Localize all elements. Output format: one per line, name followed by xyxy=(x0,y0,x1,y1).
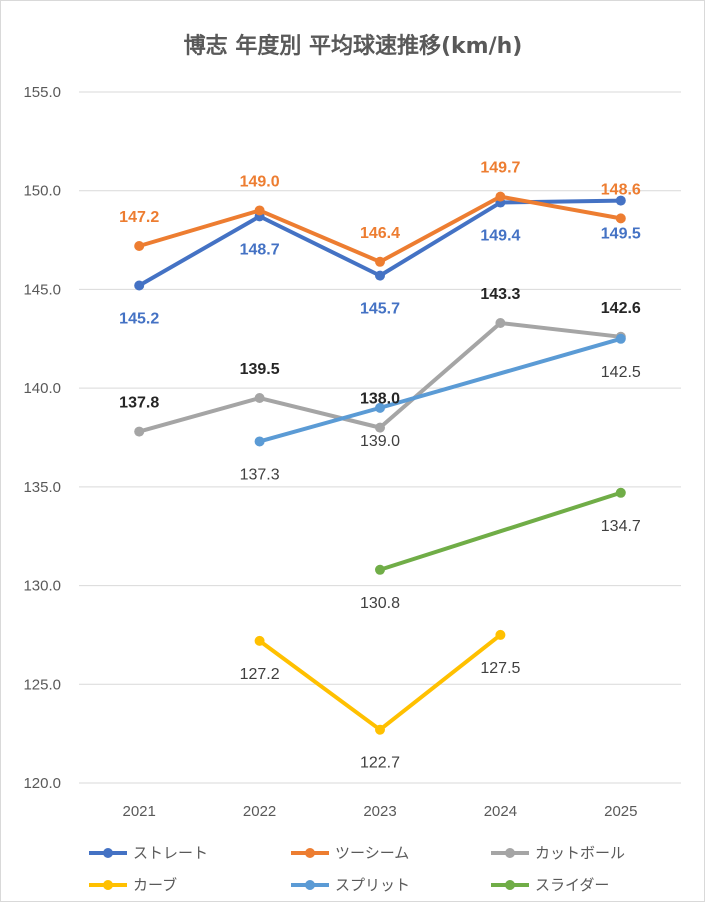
legend-label: スライダー xyxy=(535,876,609,894)
legend-label: スプリット xyxy=(335,876,410,894)
series-line-5 xyxy=(378,490,623,572)
data-point xyxy=(375,564,385,575)
data-label: 139.5 xyxy=(240,361,280,378)
data-point xyxy=(495,317,506,328)
data-point xyxy=(254,635,265,646)
y-tick-label: 120.0 xyxy=(23,775,61,792)
legend-marker xyxy=(305,848,315,858)
data-point xyxy=(615,195,626,206)
x-tick-label: 2021 xyxy=(123,803,156,820)
data-point xyxy=(134,426,145,437)
data-point xyxy=(495,629,506,640)
legend-item: スプリット xyxy=(291,876,410,894)
data-point xyxy=(615,487,626,498)
data-point xyxy=(615,333,626,344)
data-label: 142.5 xyxy=(601,364,641,381)
x-tick-label: 2025 xyxy=(604,803,637,820)
y-tick-label: 145.0 xyxy=(23,281,61,298)
legend-marker xyxy=(305,880,315,890)
data-label: 139.0 xyxy=(360,433,400,450)
legend-marker xyxy=(103,880,113,890)
y-tick-label: 155.0 xyxy=(23,84,61,101)
legend-item: カーブ xyxy=(89,876,177,894)
data-label: 148.7 xyxy=(240,241,280,258)
data-label: 149.0 xyxy=(240,173,280,190)
data-label: 145.7 xyxy=(360,301,400,318)
data-point xyxy=(375,270,385,281)
data-point xyxy=(254,393,265,404)
data-label: 145.2 xyxy=(119,310,159,327)
data-label: 122.7 xyxy=(360,755,400,772)
data-label: 127.2 xyxy=(240,666,280,683)
data-point xyxy=(375,422,385,433)
data-label: 149.7 xyxy=(480,160,520,177)
legend-marker xyxy=(103,848,113,858)
data-label: 130.8 xyxy=(360,595,400,612)
data-point xyxy=(254,205,265,216)
x-tick-label: 2023 xyxy=(363,803,396,820)
data-point xyxy=(495,191,506,202)
data-point xyxy=(254,436,265,447)
data-label: 147.2 xyxy=(119,209,159,226)
data-label: 148.6 xyxy=(601,181,641,198)
legend-item: スライダー xyxy=(491,876,609,894)
legend-marker xyxy=(505,848,515,858)
y-tick-label: 150.0 xyxy=(23,183,61,200)
legend-label: カットボール xyxy=(535,844,625,862)
legend-item: ツーシーム xyxy=(291,844,409,862)
series-line-3 xyxy=(257,632,503,732)
legend-item: ストレート xyxy=(89,844,208,862)
x-axis-ticks: 2021 2022 2023 2024 2025 xyxy=(123,803,638,820)
y-tick-label: 130.0 xyxy=(23,578,61,595)
data-label: 127.5 xyxy=(480,660,520,677)
series-line-4 xyxy=(257,336,623,444)
data-point xyxy=(134,240,145,251)
y-tick-label: 125.0 xyxy=(23,676,61,693)
data-point xyxy=(375,402,385,413)
data-label: 137.3 xyxy=(240,466,280,483)
legend-label: ストレート xyxy=(133,844,208,862)
data-label: 142.6 xyxy=(601,300,641,317)
data-labels: 145.2 148.7 145.7 149.4 149.5 147.2 149.0 146.4… xyxy=(119,160,641,772)
data-label: 143.3 xyxy=(480,286,520,303)
y-tick-label: 135.0 xyxy=(23,479,61,496)
data-label: 134.7 xyxy=(601,518,641,535)
gridlines xyxy=(79,91,681,784)
x-tick-label: 2024 xyxy=(484,803,517,820)
data-label: 137.8 xyxy=(119,395,159,412)
legend-item: カットボール xyxy=(491,844,625,862)
legend-label: ツーシーム xyxy=(335,844,409,862)
data-label: 138.0 xyxy=(360,391,400,408)
data-point xyxy=(375,256,385,267)
x-tick-label: 2022 xyxy=(243,803,276,820)
data-label: 146.4 xyxy=(360,225,400,242)
data-point xyxy=(134,280,145,291)
y-tick-label: 140.0 xyxy=(23,380,61,397)
y-axis-ticks: 155.0 150.0 145.0 140.0 135.0 130.0 125.0 120.0 xyxy=(23,84,61,792)
chart-title: 博志 年度別 平均球速推移(km/h) xyxy=(184,33,523,59)
data-label: 149.4 xyxy=(480,228,520,245)
legend-marker xyxy=(505,880,515,890)
legend-label: カーブ xyxy=(133,876,177,894)
series-layer xyxy=(134,191,626,735)
series-line-2 xyxy=(137,320,623,434)
data-point xyxy=(375,724,385,735)
data-label: 149.5 xyxy=(601,226,641,243)
data-point xyxy=(615,213,626,224)
